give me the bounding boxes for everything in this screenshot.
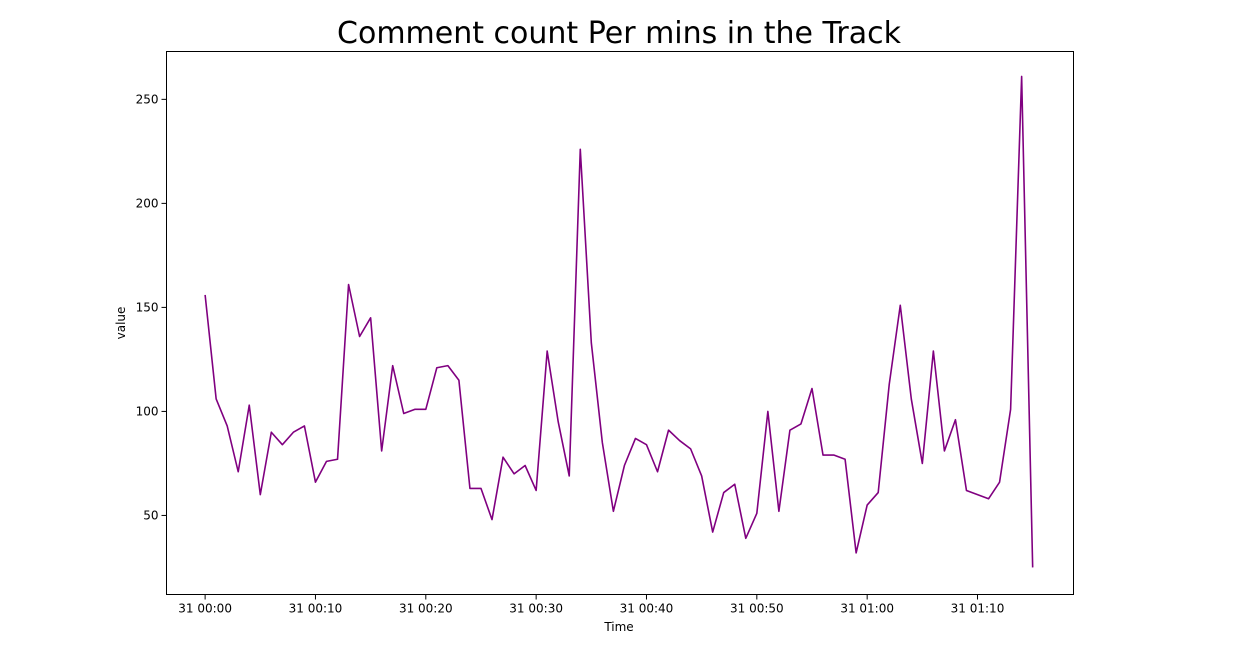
x-tick-label-4: 31 00:40	[620, 602, 674, 616]
y-tick-label-2: 150	[136, 300, 159, 314]
y-tick-label-1: 100	[136, 404, 159, 418]
y-tick-label-3: 200	[136, 196, 159, 210]
y-axis: 50 100 150 200 250	[136, 92, 167, 522]
chart-title: Comment count Per mins in the Track	[337, 16, 902, 51]
x-tick-label-6: 31 01:00	[840, 602, 894, 616]
x-tick-label-7: 31 01:10	[951, 602, 1005, 616]
plot-frame	[166, 51, 1074, 595]
y-tick-label-4: 250	[136, 92, 159, 106]
x-tick-label-2: 31 00:20	[399, 602, 453, 616]
series-line-0	[204, 75, 1034, 568]
x-axis: 31 00:00 31 00:10 31 00:20 31 00:30 31 00:40…	[178, 594, 1005, 616]
x-tick-label-0: 31 00:00	[178, 602, 232, 616]
x-axis-label: Time	[603, 620, 633, 634]
x-tick-label-1: 31 00:10	[289, 602, 343, 616]
x-tick-label-5: 31 00:50	[730, 602, 784, 616]
series-layer	[204, 75, 1034, 568]
x-tick-label-3: 31 00:30	[509, 602, 563, 616]
y-axis-label: value	[114, 307, 128, 340]
y-tick-label-0: 50	[143, 508, 158, 522]
plot-area	[166, 51, 1074, 595]
